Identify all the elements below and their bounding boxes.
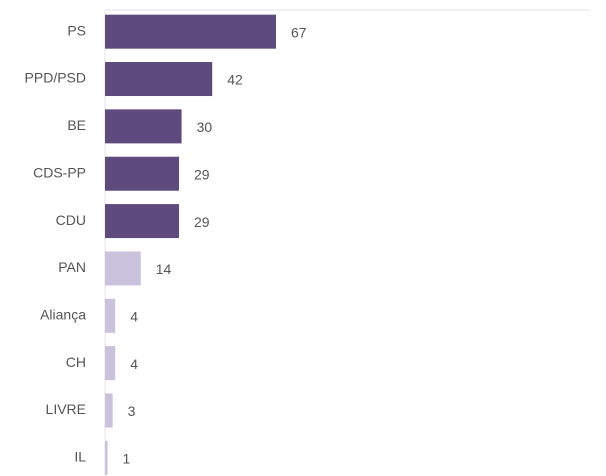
value-label: 4 bbox=[130, 308, 138, 324]
value-label: 3 bbox=[128, 403, 136, 419]
category-label: CDU bbox=[56, 212, 86, 228]
category-label: BE bbox=[67, 117, 86, 133]
bar bbox=[105, 298, 116, 333]
category-label: IL bbox=[74, 449, 86, 465]
value-label: 67 bbox=[291, 24, 307, 40]
category-label: CH bbox=[66, 354, 86, 370]
bar bbox=[105, 109, 182, 144]
category-label: PAN bbox=[58, 259, 86, 275]
category-label: LIVRE bbox=[46, 401, 86, 417]
bar bbox=[105, 14, 277, 49]
bar bbox=[105, 393, 113, 428]
category-label: CDS-PP bbox=[33, 164, 86, 180]
bar bbox=[105, 62, 213, 97]
bar bbox=[105, 251, 141, 286]
value-label: 42 bbox=[227, 72, 243, 88]
bar bbox=[105, 440, 108, 475]
bar bbox=[105, 156, 180, 191]
value-label: 29 bbox=[194, 214, 210, 230]
category-label: PS bbox=[67, 22, 86, 38]
value-label: 4 bbox=[130, 356, 138, 372]
value-label: 29 bbox=[194, 166, 210, 182]
category-label: Aliança bbox=[40, 306, 86, 322]
bar bbox=[105, 204, 180, 239]
bar bbox=[105, 346, 116, 381]
category-label: PPD/PSD bbox=[25, 70, 86, 86]
value-label: 1 bbox=[123, 451, 131, 467]
value-label: 30 bbox=[197, 119, 213, 135]
value-label: 14 bbox=[156, 261, 172, 277]
